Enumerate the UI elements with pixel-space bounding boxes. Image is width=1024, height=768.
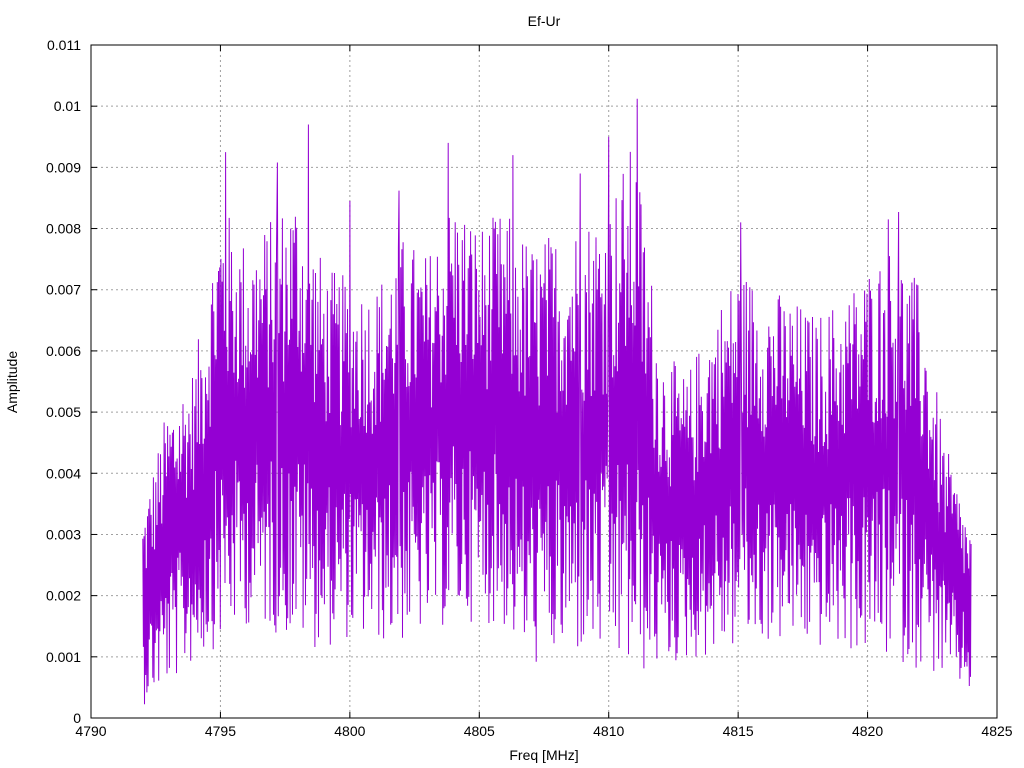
x-tick-label: 4810 — [593, 723, 624, 739]
x-tick-label: 4815 — [723, 723, 754, 739]
y-tick-label: 0.011 — [47, 37, 81, 53]
axis-ticks: 4790 4795 4800 4805 4810 4815 4820 4825 0 0.001 0.… — [46, 37, 1013, 739]
y-tick-label: 0.002 — [46, 588, 81, 604]
y-tick-label: 0.005 — [46, 404, 81, 420]
chart-title: Ef-Ur — [528, 13, 561, 29]
x-axis-title: Freq [MHz] — [509, 747, 578, 763]
x-tick-label: 4790 — [75, 723, 106, 739]
y-tick-label: 0.004 — [46, 465, 81, 481]
y-tick-label: 0 — [73, 710, 81, 726]
y-tick-label: 0.001 — [46, 649, 81, 665]
x-tick-label: 4800 — [334, 723, 365, 739]
x-tick-label: 4795 — [205, 723, 236, 739]
y-tick-label: 0.009 — [46, 159, 81, 175]
y-tick-label: 0.007 — [46, 282, 81, 298]
y-tick-label: 0.003 — [46, 526, 81, 542]
y-tick-label: 0.008 — [46, 221, 81, 237]
x-tick-label: 4805 — [464, 723, 495, 739]
x-tick-label: 4825 — [981, 723, 1012, 739]
amplitude-series-line — [142, 98, 972, 705]
plot-frame — [90, 44, 998, 719]
series-layer — [142, 98, 972, 705]
y-tick-label: 0.006 — [46, 343, 81, 359]
y-axis-title: Amplitude — [4, 351, 20, 413]
x-tick-label: 4820 — [852, 723, 883, 739]
y-tick-label: 0.01 — [54, 98, 81, 114]
